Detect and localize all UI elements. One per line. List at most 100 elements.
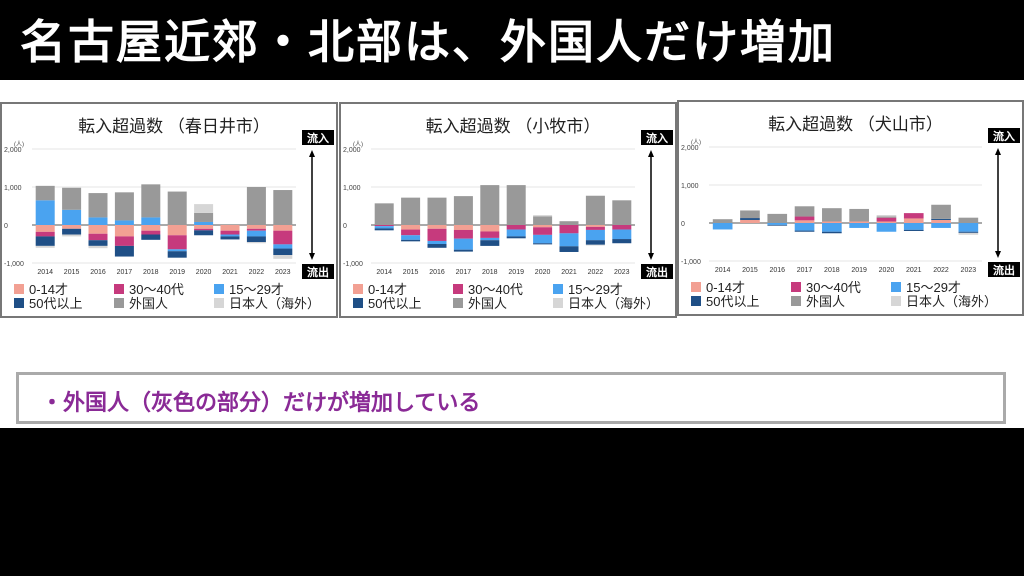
bar-segment-age15_29-2016 [767, 223, 788, 225]
bar-segment-foreign-2018 [141, 184, 161, 218]
outflow-badge [988, 262, 1020, 277]
y-tick-label: -1,000 [4, 261, 24, 268]
chart-panel-komaki: 転入超過数 （小牧市） (人) 2,000 1,000 0 -1,000 2014 2015 2… [339, 102, 677, 318]
bar-segment-age50plus-2014 [35, 236, 55, 246]
bar-segment-japanese_abroad-2023 [958, 232, 979, 235]
bar-segment-foreign-2019 [167, 191, 187, 225]
arrow-down-icon [309, 253, 315, 260]
bar-segment-foreign-2015 [740, 210, 760, 219]
legend-label: 15〜29才 [229, 282, 284, 297]
bar-segment-foreign-2016 [427, 197, 447, 225]
bar-segment-foreign-2019 [506, 185, 526, 225]
outflow-label: 流出 [307, 265, 329, 279]
bar-segment-age50plus-2019 [506, 236, 526, 239]
bar-segment-age50plus-2015 [62, 228, 82, 235]
bar-segment-japanese_abroad-2020 [876, 215, 897, 217]
legend-swatch-age50plus [14, 298, 24, 308]
arrow-up-icon [648, 150, 654, 157]
bar-segment-age15_29-2016 [88, 217, 108, 225]
arrow-down-icon [648, 253, 654, 260]
x-tick-label: 2021 [906, 267, 922, 274]
bar-segment-age0_14-2018 [480, 225, 500, 232]
bar-segment-age15_29-2022 [585, 229, 605, 241]
bar-segment-foreign-2020 [533, 216, 553, 225]
bar-segment-age50plus-2017 [794, 230, 815, 232]
x-tick-label: 2016 [429, 269, 445, 276]
bar-segment-age0_14-2021 [220, 225, 240, 231]
y-tick-label: -1,000 [343, 261, 363, 268]
legend-swatch-foreign [453, 298, 463, 308]
outflow-label: 流出 [646, 265, 668, 279]
bar-segment-age0_14-2018 [822, 221, 842, 223]
bar-segment-age30_40-2014 [374, 225, 394, 227]
bar-segment-age30_40-2022 [246, 228, 266, 231]
x-tick-label: 2021 [561, 269, 577, 276]
legend-label: 外国人 [806, 294, 845, 309]
bar-segment-age0_14-2022 [585, 225, 605, 227]
bar-segment-foreign-2018 [822, 208, 842, 222]
bar-segment-foreign-2022 [585, 195, 605, 225]
x-tick-label: 2014 [715, 267, 731, 274]
bar-segment-foreign-2020 [876, 216, 897, 218]
bar-segment-age0_14-2019 [849, 221, 869, 223]
bar-segment-age30_40-2016 [88, 233, 108, 241]
x-tick-label: 2020 [196, 269, 212, 276]
bar-segment-age30_40-2018 [141, 230, 161, 235]
bottom-black-area [0, 428, 1024, 576]
legend-swatch-age15_29 [214, 284, 224, 294]
bar-segment-age0_14-2017 [453, 225, 473, 230]
bar-segment-age50plus-2018 [480, 240, 500, 246]
outflow-badge [641, 264, 673, 279]
bar-segment-foreign-2022 [931, 204, 951, 219]
bar-segment-age30_40-2020 [533, 227, 553, 235]
legend-label: 30〜40代 [806, 280, 861, 295]
x-tick-label: 2015 [742, 267, 758, 274]
chart-title: 転入超過数 （春日井市） [78, 117, 270, 136]
bar-segment-age0_14-2020 [533, 225, 553, 228]
legend-label: 50代以上 [706, 294, 759, 309]
bar-segment-age50plus-2020 [533, 243, 553, 245]
chart-title: 転入超過数 （犬山市） [768, 115, 943, 134]
inflow-badge [988, 128, 1020, 143]
x-tick-label: 2022 [588, 269, 604, 276]
legend-swatch-age15_29 [891, 282, 901, 292]
arrow-up-icon [309, 150, 315, 157]
bar-segment-age0_14-2015 [62, 225, 82, 229]
bar-segment-age15_29-2017 [114, 220, 134, 225]
x-tick-label: 2015 [64, 269, 80, 276]
bar-segment-age0_14-2020 [876, 221, 897, 223]
bar-segment-age15_29-2017 [794, 223, 815, 231]
outflow-badge [302, 264, 334, 279]
bar-segment-age15_29-2023 [273, 244, 293, 249]
bar-segment-foreign-2014 [35, 185, 55, 201]
bar-segment-age0_14-2021 [903, 218, 924, 223]
bar-segment-foreign-2014 [712, 219, 733, 223]
bar-segment-age0_14-2022 [246, 225, 266, 229]
bar-segment-age30_40-2018 [480, 231, 500, 238]
legend-swatch-japanese_abroad [891, 296, 901, 306]
legend-label: 日本人（海外） [229, 296, 320, 311]
bar-segment-age30_40-2014 [35, 231, 55, 237]
legend-swatch-age15_29 [553, 284, 563, 294]
legend-label: 日本人（海外） [906, 294, 997, 309]
legend-label: 30〜40代 [468, 282, 523, 297]
y-tick-label: 0 [681, 221, 685, 228]
bar-segment-age0_14-2018 [141, 225, 161, 231]
legend-swatch-age0_14 [14, 284, 24, 294]
legend-label: 0-14才 [368, 282, 407, 297]
chart-panel-inuyama: 転入超過数 （犬山市） (人) 2,000 1,000 0 -1,000 2014 2015 2… [677, 100, 1024, 316]
y-tick-label: 2,000 [681, 145, 699, 152]
bar-segment-age30_40-2016 [427, 228, 447, 241]
bar-segment-foreign-2015 [62, 187, 82, 210]
bar-segment-age0_14-2016 [88, 225, 108, 234]
bar-segment-foreign-2017 [453, 196, 473, 225]
bar-segment-age15_29-2023 [958, 223, 979, 232]
bar-segment-age15_29-2016 [427, 240, 447, 244]
bar-segment-age15_29-2018 [480, 237, 500, 241]
x-tick-label: 2022 [249, 269, 265, 276]
bar-segment-age50plus-2022 [585, 240, 605, 245]
x-tick-label: 2023 [275, 269, 291, 276]
y-tick-label: 0 [4, 223, 8, 230]
legend-swatch-foreign [791, 296, 801, 306]
bar-segment-age15_29-2020 [533, 234, 553, 244]
